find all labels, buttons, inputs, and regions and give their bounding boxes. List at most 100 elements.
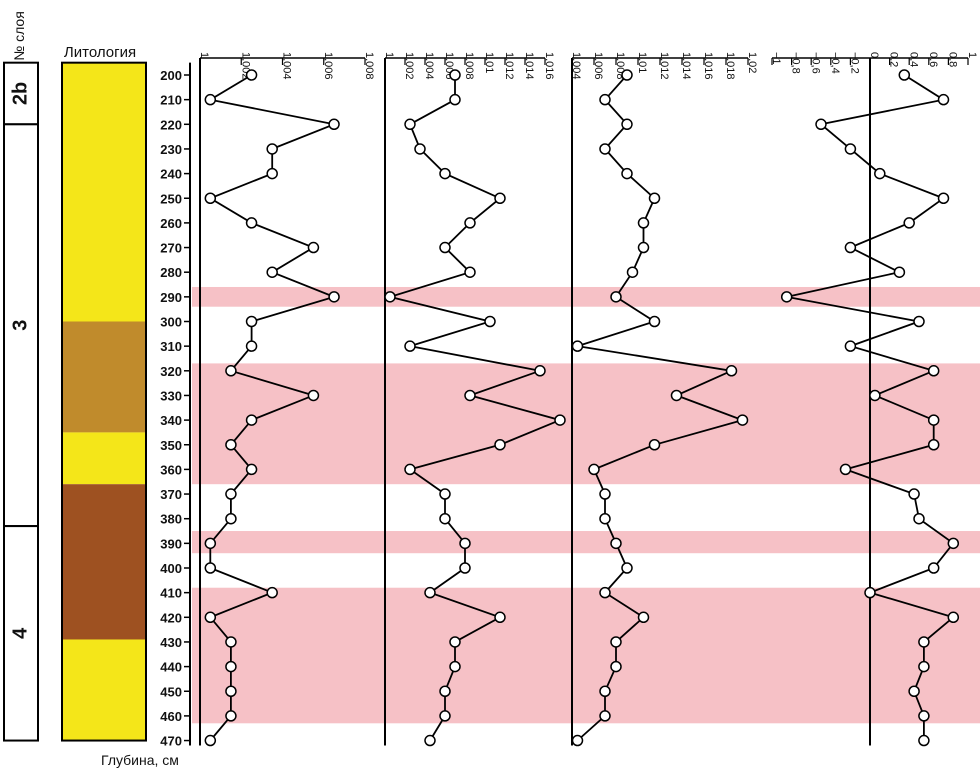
data-point bbox=[204, 611, 217, 624]
data-point bbox=[918, 710, 930, 722]
data-point bbox=[534, 365, 546, 377]
data-point bbox=[610, 537, 622, 550]
lithology-column bbox=[61, 61, 147, 742]
data-point bbox=[328, 118, 340, 131]
depth-tick-label: 310 bbox=[160, 339, 182, 354]
data-point bbox=[439, 241, 451, 254]
highlight-bands bbox=[192, 286, 980, 724]
series-line bbox=[386, 75, 563, 741]
series-line bbox=[576, 74, 746, 742]
top-axis-tick-label: 1,002 bbox=[403, 52, 415, 80]
data-point bbox=[937, 93, 950, 106]
profile-panel: −1 −0,8 −0,6 −0,4 −0,2 0 0,2 0,4 0,6 0,8 1 bbox=[770, 52, 978, 747]
data-point bbox=[245, 414, 258, 426]
data-point bbox=[780, 291, 793, 303]
top-axis-tick-label: −1 bbox=[770, 52, 782, 65]
data-point bbox=[869, 389, 881, 402]
data-point bbox=[328, 291, 340, 303]
data-point bbox=[927, 414, 940, 426]
data-point bbox=[913, 512, 925, 525]
top-axis-tick-label: 0 bbox=[868, 52, 880, 58]
profile-panel: 1,004 1,006 1,008 1,01 1,012 1,014 1,016 1,018 1… bbox=[570, 52, 758, 747]
data-point bbox=[225, 439, 237, 451]
depth-tick-label: 350 bbox=[160, 438, 182, 453]
depth-tick-label: 200 bbox=[160, 68, 182, 83]
depth-tick-label: 210 bbox=[160, 93, 182, 108]
data-point bbox=[599, 710, 611, 722]
data-point bbox=[225, 512, 237, 525]
top-axis-tick-label: 1,004 bbox=[281, 52, 293, 80]
data-point bbox=[225, 488, 237, 500]
data-point bbox=[404, 340, 416, 352]
depth-tick-label: 220 bbox=[160, 117, 182, 132]
data-point bbox=[464, 389, 476, 402]
data-point bbox=[439, 512, 451, 525]
data-point bbox=[599, 488, 611, 500]
data-point bbox=[947, 537, 960, 550]
profile-panel: 1 1,002 1,004 1,006 1,008 1,01 1,012 1,014 1,016 bbox=[383, 52, 566, 747]
top-axis-tick-label: 1,008 bbox=[363, 52, 375, 80]
top-axis-tick-label: −0,2 bbox=[848, 52, 860, 74]
top-axis-tick-label: 1,006 bbox=[592, 52, 604, 80]
data-point bbox=[927, 365, 940, 377]
top-axis-tick-label: 1,02 bbox=[746, 52, 758, 73]
depth-tick-label: 290 bbox=[160, 290, 182, 305]
data-point bbox=[439, 710, 451, 722]
highlight-band bbox=[192, 587, 980, 724]
data-point bbox=[204, 734, 217, 747]
data-point bbox=[245, 69, 258, 81]
data-point bbox=[599, 143, 611, 155]
data-point bbox=[449, 636, 461, 648]
depth-tick-label: 390 bbox=[160, 536, 182, 551]
depth-tick-label: 280 bbox=[160, 265, 182, 280]
top-axis-tick-label: 1,018 bbox=[724, 52, 736, 80]
data-point bbox=[245, 217, 258, 229]
top-axis-tick-label: 1,004 bbox=[570, 52, 582, 80]
layer-box bbox=[3, 61, 39, 126]
depth-tick-label: 370 bbox=[160, 487, 182, 502]
data-point bbox=[670, 389, 683, 402]
data-point bbox=[815, 118, 827, 131]
data-point bbox=[637, 241, 650, 254]
data-point bbox=[844, 241, 857, 254]
top-axis-tick-label: −0,4 bbox=[829, 52, 841, 74]
layer-column-header: № слоя bbox=[11, 11, 27, 61]
depth-tick-label: 240 bbox=[160, 167, 182, 182]
lithology-unit bbox=[62, 484, 146, 640]
layer-label: 3 bbox=[9, 320, 31, 331]
depth-tick-label: 430 bbox=[160, 635, 182, 650]
data-point bbox=[648, 315, 661, 328]
data-point bbox=[266, 167, 278, 180]
data-point bbox=[908, 685, 920, 697]
data-point bbox=[204, 562, 217, 574]
data-point bbox=[621, 167, 633, 180]
data-point bbox=[266, 586, 278, 599]
data-point bbox=[947, 611, 960, 624]
data-point bbox=[599, 685, 611, 697]
data-point bbox=[736, 414, 749, 426]
data-point bbox=[439, 488, 451, 500]
data-point bbox=[424, 734, 436, 747]
depth-tick-label: 380 bbox=[160, 512, 182, 527]
top-axis-tick-label: −0,8 bbox=[790, 52, 802, 74]
data-point bbox=[874, 167, 886, 180]
depth-tick-label: 230 bbox=[160, 142, 182, 157]
top-axis-tick-label: 1,016 bbox=[543, 52, 555, 80]
data-point bbox=[893, 266, 906, 278]
depth-tick-label: 330 bbox=[160, 388, 182, 403]
data-point bbox=[424, 586, 436, 599]
data-point bbox=[599, 93, 611, 106]
data-point bbox=[844, 143, 857, 155]
top-axis-tick-label: 1,01 bbox=[483, 52, 495, 73]
data-point bbox=[459, 562, 471, 574]
depth-tick-label: 260 bbox=[160, 216, 182, 231]
data-point bbox=[225, 685, 237, 697]
data-point bbox=[908, 488, 920, 500]
data-point bbox=[266, 266, 278, 278]
data-point bbox=[610, 291, 622, 303]
series-line bbox=[207, 74, 338, 742]
data-point bbox=[225, 660, 237, 673]
top-axis-tick-label: −0,6 bbox=[809, 52, 821, 74]
top-axis-tick-label: 1,016 bbox=[702, 52, 714, 80]
lithology-frame bbox=[61, 61, 147, 742]
